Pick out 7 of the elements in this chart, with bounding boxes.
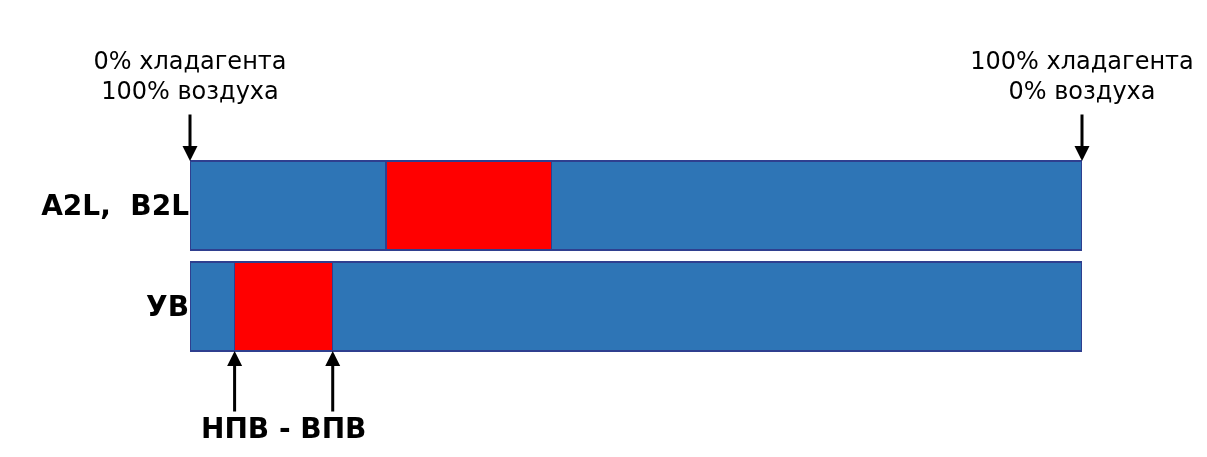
annotation: НПВ - ВПВ [201, 412, 367, 445]
y-tick-label: A2L, B2L [41, 189, 190, 223]
x2-tick-label: 100% воздуха [101, 77, 279, 106]
x-tick-label: 100% хладагента [970, 47, 1194, 76]
x2-tick-label: 0% воздуха [1008, 77, 1156, 106]
x-tick-label: 0% хладагента [93, 47, 287, 76]
y-tick-label: УВ [146, 290, 189, 324]
